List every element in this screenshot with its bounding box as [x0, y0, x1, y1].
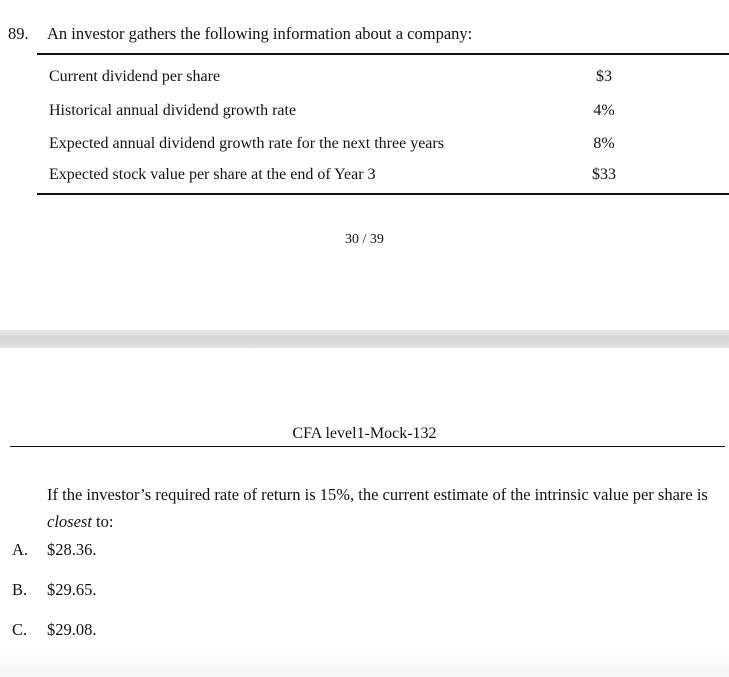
row-value: $33 — [592, 166, 616, 183]
row-label: Expected annual dividend growth rate for… — [49, 135, 444, 152]
option-text: $28.36. — [47, 540, 97, 559]
option-letter: B. — [12, 580, 28, 599]
page-separator — [0, 330, 729, 348]
option-a[interactable]: A. $28.36. — [12, 540, 97, 560]
row-label: Current dividend per share — [49, 68, 221, 85]
question-stem: If the investor’s required rate of retur… — [47, 481, 723, 535]
option-b[interactable]: B. $29.65. — [12, 580, 97, 600]
option-text: $29.65. — [47, 580, 97, 599]
option-text: $29.08. — [47, 620, 97, 639]
option-c[interactable]: C. $29.08. — [12, 620, 97, 640]
question-intro: An investor gathers the following inform… — [47, 24, 473, 43]
row-label: Historical annual dividend growth rate — [49, 102, 297, 119]
header-title: CFA level1-Mock-132 — [292, 425, 437, 442]
table-bottom-rule — [37, 193, 729, 195]
header-rule — [10, 446, 725, 447]
table-top-rule — [37, 53, 729, 55]
stem-emphasis: closest — [47, 512, 92, 531]
option-letter: C. — [12, 620, 28, 639]
table-row: Expected stock value per share at the en… — [49, 166, 629, 190]
table-row: Historical annual dividend growth rate 4… — [49, 102, 629, 126]
bottom-shade — [0, 650, 729, 677]
table-row: Current dividend per share $3 — [49, 68, 629, 92]
stem-text: If the investor’s required rate of retur… — [47, 485, 708, 504]
row-value: $3 — [596, 68, 612, 85]
row-label: Expected stock value per share at the en… — [49, 166, 376, 183]
table-row: Expected annual dividend growth rate for… — [49, 135, 629, 159]
stem-text-end: to: — [91, 512, 114, 531]
page-number: 30 / 39 — [345, 232, 384, 247]
row-value: 8% — [593, 135, 615, 152]
option-letter: A. — [12, 540, 29, 559]
question-number: 89. — [8, 24, 29, 43]
row-value: 4% — [593, 102, 615, 119]
